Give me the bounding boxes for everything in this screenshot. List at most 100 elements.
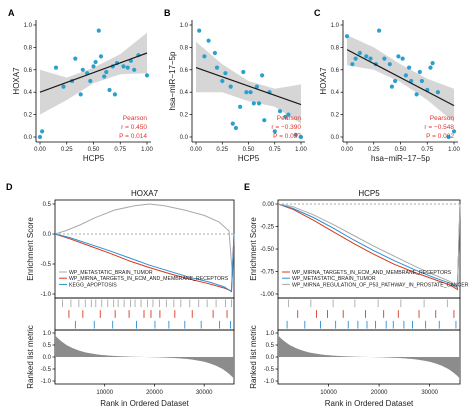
data-point (80, 67, 85, 72)
metric-y-tick-label: -1.0 (41, 379, 52, 385)
panel-letter: B (164, 8, 171, 18)
x-tick-label: 0.50 (395, 147, 407, 153)
legend-entry: KEGG_APOPTOSIS (69, 282, 117, 288)
data-point (400, 56, 405, 61)
stat-p: P = 0.037 (273, 133, 301, 140)
panel-letter: A (8, 8, 15, 18)
data-point (244, 90, 249, 95)
data-point (414, 92, 419, 97)
data-point (350, 62, 355, 67)
data-point (132, 67, 137, 72)
metric-y-tick-label: 0.5 (266, 343, 275, 349)
es-curve (277, 203, 461, 289)
hits-frame (277, 297, 461, 331)
data-point (214, 65, 220, 70)
x-tick-label: 10000 (96, 390, 113, 396)
data-point (230, 121, 235, 126)
y-tick-label: 0.0 (180, 135, 189, 141)
y-tick-label: 0.4 (180, 90, 189, 96)
x-tick-label: 30000 (421, 390, 438, 396)
gsea-panel-e: E HCP5 WP_MIRNA_TARGETS_IN_ECM_AND_MEMBRAN… (244, 182, 469, 408)
x-tick-label: 0.50 (88, 147, 100, 153)
y-tick-label: 0.2 (180, 113, 189, 119)
metric-area (55, 335, 234, 379)
metric-y-tick-label: 0.0 (43, 355, 52, 361)
data-point (251, 101, 256, 106)
data-point (93, 59, 98, 65)
metric-y-tick-label: 1.0 (266, 331, 275, 337)
y-tick-label: 0.8 (180, 45, 189, 51)
data-point (344, 34, 350, 39)
data-point (407, 65, 412, 70)
stat-method: Pearson (430, 115, 455, 122)
x-tick-label: 0.50 (243, 147, 255, 153)
x-tick-label: 0.25 (61, 147, 73, 153)
y-tick-label: 0.6 (180, 68, 189, 74)
legend-entry: WP_METASTATIC_BRAIN_TUMOR (292, 276, 376, 282)
es-curve (54, 203, 235, 277)
data-point (206, 38, 211, 43)
data-point (293, 132, 298, 137)
stat-r: r = 0.450 (121, 124, 147, 131)
data-point (73, 56, 78, 61)
metric-y-tick-label: -0.5 (41, 367, 52, 373)
data-point (91, 64, 96, 69)
data-point (238, 104, 243, 109)
data-point (428, 65, 433, 70)
y-axis-label: HOXA7 (12, 67, 21, 95)
y-tick-label: 0.8 (24, 45, 33, 51)
x-tick-label: 0.00 (341, 147, 353, 153)
data-point (286, 112, 291, 117)
gsea-title: HCP5 (358, 189, 380, 198)
metric-area (278, 335, 460, 379)
stat-method: Pearson (123, 115, 148, 122)
x-tick-label: 0.75 (421, 147, 433, 153)
panel-letter: C (314, 8, 321, 18)
x-tick-label: 0.00 (34, 147, 46, 153)
data-point (364, 54, 369, 59)
confidence-band (347, 35, 454, 123)
regression-line (39, 52, 148, 93)
es-y-tick-label: 0.5 (43, 202, 52, 208)
x-tick-label: 0.00 (190, 147, 202, 153)
data-point (241, 69, 246, 75)
data-point (112, 92, 117, 97)
legend-entry: WP_MIRNA_TARGETS_IN_ECM_AND_MEMBRANE_REC… (69, 276, 229, 282)
data-point (382, 56, 387, 61)
data-point (104, 69, 109, 75)
data-point (387, 62, 392, 67)
metric-y-tick-label: -1.0 (264, 379, 275, 385)
data-point (197, 28, 202, 33)
data-point (228, 84, 233, 89)
data-point (393, 78, 398, 84)
data-point (283, 114, 288, 119)
data-point (96, 28, 101, 33)
y-tick-label: 0.2 (24, 113, 33, 119)
data-point (451, 129, 457, 134)
x-tick-label: 30000 (196, 390, 213, 396)
data-point (262, 118, 267, 123)
data-point (435, 90, 440, 95)
data-point (233, 125, 238, 131)
y-axis-label: HOXA7 (319, 67, 328, 95)
data-point (248, 90, 253, 95)
stat-p: P = 0.002 (426, 133, 454, 140)
panel-letter: D (6, 182, 13, 192)
data-point (403, 73, 408, 78)
data-point (419, 78, 424, 84)
data-point (430, 61, 435, 66)
y-tick-label: 0.4 (331, 90, 340, 96)
confidence-band (40, 32, 147, 115)
data-point (256, 101, 262, 106)
data-point (357, 50, 362, 56)
data-point (98, 54, 104, 59)
metric-axis-label: Ranked list metric (249, 325, 258, 389)
es-curve (54, 233, 235, 293)
metric-y-tick-label: 0.5 (43, 343, 52, 349)
data-point (212, 50, 217, 56)
metric-axis-label: Ranked list metric (26, 325, 35, 389)
x-axis-label: hsa−miR−17−5p (371, 154, 430, 163)
x-axis-label: HCP5 (238, 154, 260, 163)
data-point (102, 74, 107, 79)
